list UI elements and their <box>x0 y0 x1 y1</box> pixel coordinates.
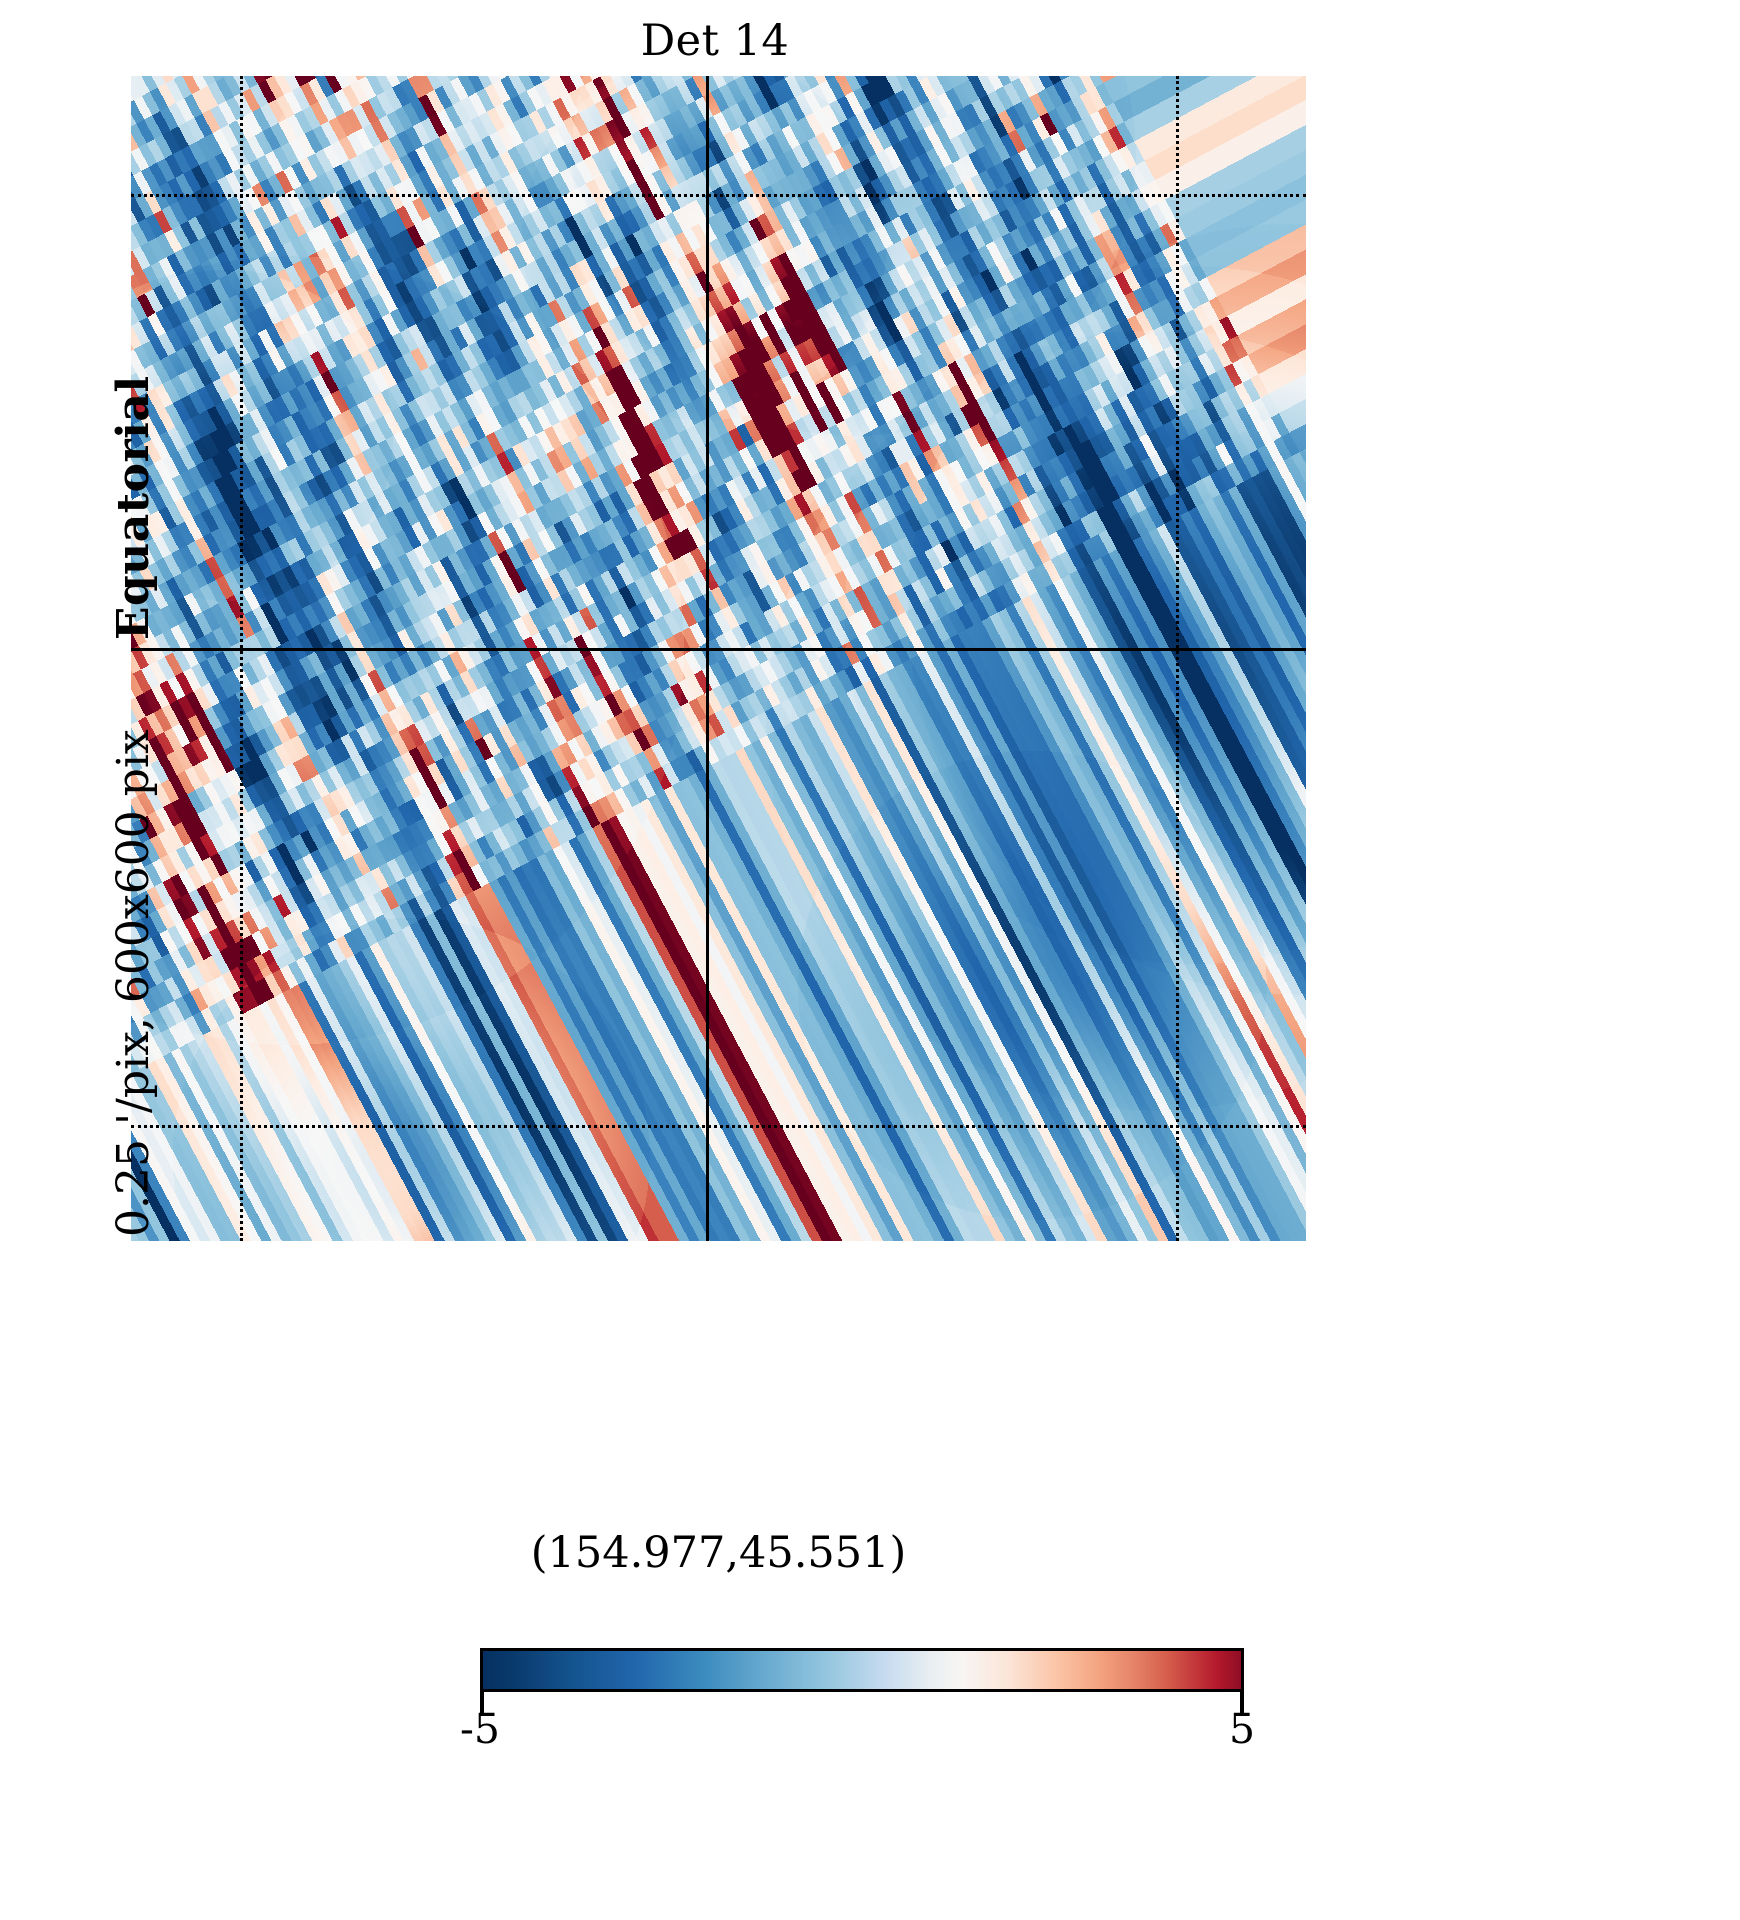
sky-map-panel[interactable] <box>131 76 1306 1241</box>
figure-title: Det 14 <box>640 16 790 66</box>
colorbar-ticklabel-max: 5 <box>1228 1705 1256 1753</box>
colorbar-gradient[interactable] <box>480 1648 1244 1692</box>
colorbar-ticklabel-min: -5 <box>460 1705 500 1753</box>
colorbar-tick-min <box>480 1692 484 1713</box>
y-axis-label-size-and-scale: 0.25 '/pix, 600x600 pix <box>108 729 159 1237</box>
y-axis-label-coordinate-system: Equatorial <box>108 375 159 640</box>
sky-map-image[interactable] <box>131 76 1306 1241</box>
colorbar-container[interactable] <box>480 1648 1244 1713</box>
x-axis-label-field-center: (154.977,45.551) <box>530 1528 907 1578</box>
colorbar-tick-max <box>1240 1692 1244 1713</box>
